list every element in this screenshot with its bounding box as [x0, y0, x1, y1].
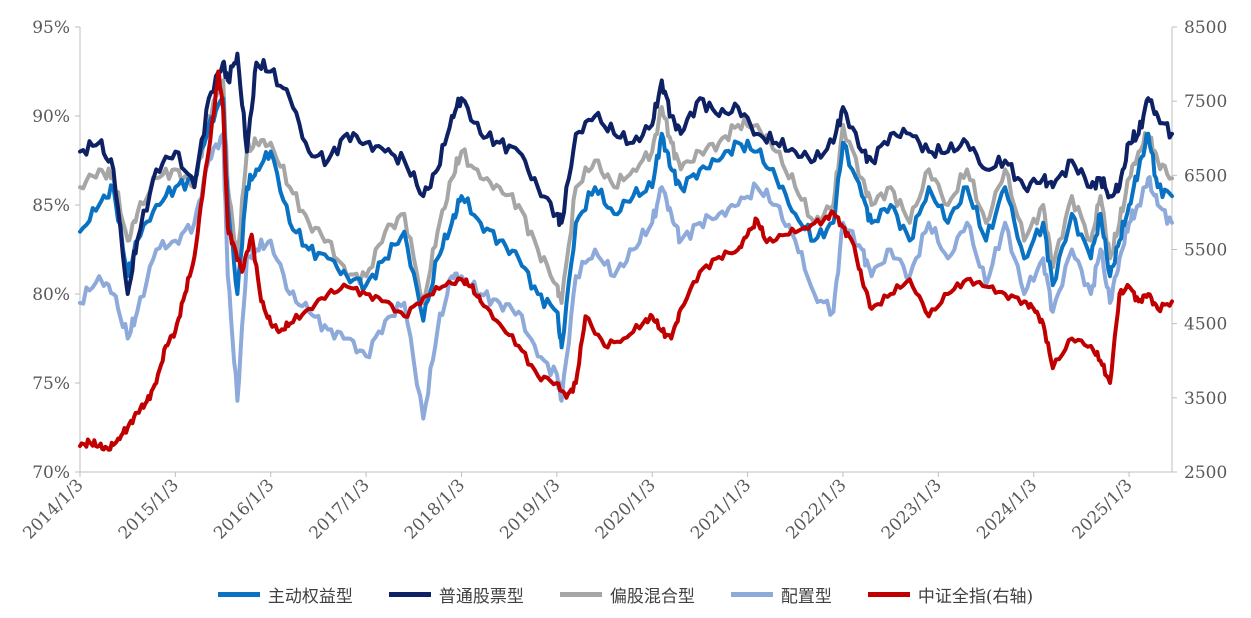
legend-item-active-equity: 主动权益型: [217, 582, 353, 607]
legend-swatch-stock-fund: [388, 591, 431, 597]
legend-label-active-equity: 主动权益型: [267, 586, 353, 607]
legend-label-equity-hybrid: 偏股混合型: [609, 586, 695, 607]
y-left-tick-label: 70%: [32, 463, 70, 483]
y-right-tick-label: 2500: [1184, 463, 1227, 483]
legend-label-allocation: 配置型: [780, 586, 832, 607]
series-line-equity-hybrid: [78, 78, 1174, 305]
x-tick-label: 2024/1/3: [973, 475, 1041, 543]
series-line-active-equity: [78, 96, 1174, 350]
series-line-stock-fund: [78, 51, 1174, 296]
y-right-tick-label: 3500: [1184, 389, 1227, 409]
x-tick-label: 2023/1/3: [878, 475, 946, 543]
y-left-tick-label: 90%: [32, 107, 70, 127]
x-tick-label: 2020/1/3: [592, 475, 660, 543]
y-right-tick-label: 4500: [1184, 315, 1227, 335]
x-tick-label: 2018/1/3: [401, 475, 469, 543]
legend: 主动权益型 普通股票型 偏股混合型 配置型 中证全指(右轴): [0, 578, 1251, 610]
x-tick-label: 2015/1/3: [115, 475, 183, 543]
legend-item-equity-hybrid: 偏股混合型: [559, 582, 695, 607]
legend-swatch-active-equity: [217, 591, 260, 597]
legend-item-csi-all-share: 中证全指(右轴): [867, 582, 1034, 607]
x-tick-label: 2014/1/3: [19, 475, 87, 543]
y-right-tick-label: 8500: [1184, 18, 1227, 38]
legend-swatch-equity-hybrid: [559, 591, 602, 597]
line-chart: 70% 75% 80% 85% 90% 95% 2500 3500 4500 5500 6500 75…: [19, 18, 1227, 544]
y-left-tick-label: 75%: [32, 374, 70, 394]
y-right-tick-label: 5500: [1184, 241, 1227, 261]
legend-item-allocation: 配置型: [730, 582, 832, 607]
series-line-allocation: [78, 131, 1174, 421]
y-left-tick-label: 80%: [32, 285, 70, 305]
x-tick-label: 2017/1/3: [306, 475, 374, 543]
legend-item-stock-fund: 普通股票型: [388, 582, 524, 607]
legend-swatch-csi-all-share: [867, 591, 910, 597]
y-left-tick-label: 85%: [32, 196, 70, 216]
y-right-tick-label: 6500: [1184, 166, 1227, 186]
x-tick-label: 2019/1/3: [496, 475, 564, 543]
x-tick-label: 2016/1/3: [210, 475, 278, 543]
series-line-csi-all-share: [78, 69, 1174, 452]
x-tick-label: 2022/1/3: [782, 475, 850, 543]
legend-label-csi-all-share: 中证全指(右轴): [917, 586, 1034, 607]
x-tick-label: 2025/1/3: [1068, 475, 1136, 543]
y-left-tick-label: 95%: [32, 18, 70, 38]
legend-swatch-allocation: [730, 591, 773, 597]
legend-label-stock-fund: 普通股票型: [438, 586, 524, 607]
y-right-tick-label: 7500: [1184, 92, 1227, 112]
x-tick-label: 2021/1/3: [687, 475, 755, 543]
